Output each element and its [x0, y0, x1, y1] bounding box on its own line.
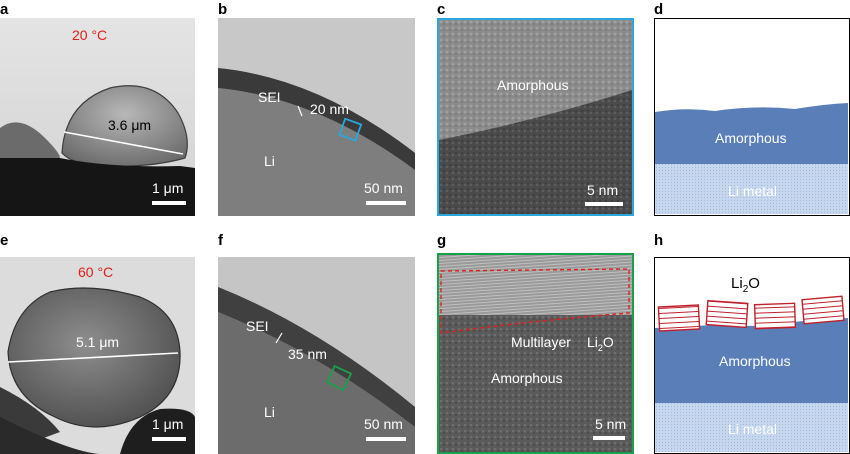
panel-d-schematic: Amorphous Li metal — [654, 18, 850, 216]
scale-bar-label: 5 nm — [595, 416, 627, 432]
li2o-crystal — [705, 299, 749, 329]
scale-bar — [366, 201, 406, 205]
li2o-crystal — [657, 304, 701, 332]
panel-f-sei-graphic — [218, 257, 415, 454]
sei-label: SEI — [258, 89, 281, 105]
particle-size-label: 3.6 μm — [108, 117, 152, 133]
li-metal-label: Li metal — [728, 421, 778, 437]
panel-g-multilayer-graphic — [439, 255, 632, 452]
panel-h-label: h — [654, 232, 664, 249]
panel-b-tem-image: SEI 20 nm Li 50 nm — [218, 18, 415, 216]
panel-g-hrtem-image: Multilayer Li2O Amorphous 5 nm — [437, 253, 634, 454]
panel-h-layers-graphic — [655, 295, 848, 453]
sei-thickness-label: 20 nm — [310, 101, 349, 117]
li2o-region-outline — [440, 268, 630, 334]
scale-bar-label: 5 nm — [587, 182, 619, 198]
temperature-label-20c: 20 °C — [72, 27, 108, 43]
particle-size-label: 5.1 μm — [76, 334, 120, 350]
panel-f-label: f — [218, 232, 223, 249]
scale-bar — [593, 436, 625, 440]
multilayer-label: Multilayer — [511, 334, 571, 350]
panel-f-tem-image: SEI 35 nm Li 50 nm — [218, 257, 415, 454]
panel-g-label: g — [437, 232, 447, 249]
panel-c-amorphous-graphic — [439, 20, 632, 214]
panel-a-particle-graphic — [0, 18, 195, 216]
zoom-region-box — [338, 117, 363, 142]
scale-bar-label: 50 nm — [364, 416, 403, 432]
temperature-label-60c: 60 °C — [78, 264, 114, 280]
li-label: Li — [264, 404, 275, 420]
scale-bar — [152, 437, 186, 441]
amorphous-label: Amorphous — [491, 370, 563, 386]
li2o-crystal — [753, 302, 797, 330]
amorphous-label: Amorphous — [497, 77, 569, 93]
panel-d-layers-graphic — [655, 103, 848, 214]
scale-bar — [366, 437, 406, 441]
amorphous-layer-label: Amorphous — [719, 353, 791, 369]
amorphous-layer-label: Amorphous — [715, 130, 787, 146]
scale-bar — [585, 202, 623, 206]
scale-bar-label: 1 μm — [152, 416, 184, 432]
li-metal-label: Li metal — [728, 183, 778, 199]
panel-c-label: c — [437, 1, 446, 18]
li2o-label: Li2O — [731, 275, 760, 295]
panel-e-particle-graphic — [0, 257, 195, 454]
li-label: Li — [264, 153, 275, 169]
scale-bar-label: 50 nm — [364, 180, 403, 196]
panel-b-label: b — [218, 1, 228, 18]
sei-label: SEI — [246, 318, 269, 334]
panel-a-tem-image: 20 °C 3.6 μm 1 μm — [0, 18, 195, 216]
sei-thickness-label: 35 nm — [288, 346, 327, 362]
panel-h-schematic: Li2O Amorphous Li metal — [654, 257, 850, 454]
panel-a-label: a — [0, 1, 9, 18]
li2o-label: Li2O — [587, 334, 614, 353]
li2o-crystal — [801, 295, 845, 325]
panel-e-tem-image: 60 °C 5.1 μm 1 μm — [0, 257, 195, 454]
panel-b-sei-graphic — [218, 18, 415, 216]
panel-e-label: e — [0, 232, 9, 249]
zoom-region-box — [325, 364, 353, 392]
scale-bar-label: 1 μm — [152, 180, 184, 196]
panel-d-label: d — [654, 1, 664, 18]
scale-bar — [152, 201, 186, 205]
panel-c-hrtem-image: Amorphous 5 nm — [437, 18, 634, 216]
